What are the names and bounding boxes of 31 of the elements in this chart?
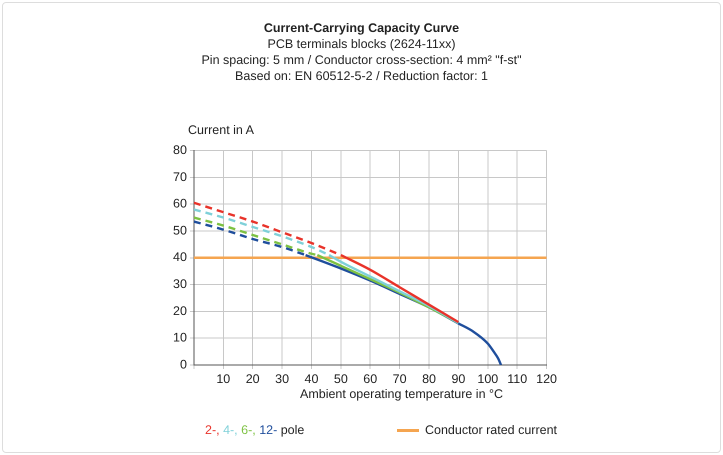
x-axis-title: Ambient operating temperature in °C [300, 387, 504, 401]
chart-subtitle: PCB terminals blocks (2624-11xx) Pin spacing: 5 mm / Conductor cross-section: 4 mm² "f-st" Based on: EN 60512-5-2 / Reduction factor: 1 [200, 36, 523, 84]
x-tick-label: 100 [477, 372, 498, 386]
x-tick-label: 20 [246, 372, 260, 386]
legend-title: pole [280, 423, 304, 437]
y-tick-label: 20 [173, 304, 187, 318]
text: 6-, [241, 423, 257, 437]
text: 2-, [205, 423, 221, 437]
x-tick-label: 80 [422, 372, 436, 386]
x-tick-label: 120 [536, 372, 558, 386]
y-tick-label: 30 [173, 277, 187, 292]
x-tick-label: 60 [363, 372, 378, 386]
y-tick-label: 70 [173, 170, 187, 184]
x-tick-label: 40 [304, 372, 318, 386]
x-tick-label: 110 [507, 372, 528, 386]
y-tick-label: 0 [180, 357, 187, 372]
y-tick-label: 80 [173, 142, 187, 157]
text: 4-, [223, 423, 239, 437]
x-tick-label: 70 [392, 372, 407, 386]
y-tick-label: 60 [173, 196, 187, 211]
y-axis-title: Current in A [188, 123, 254, 137]
y-tick-label: 10 [173, 330, 187, 345]
y-tick-label: 40 [173, 250, 187, 264]
x-tick-label: 50 [334, 372, 348, 386]
x-tick-label: 10 [216, 372, 230, 386]
x-tick-label: 30 [275, 372, 290, 386]
chart-title: Current-Carrying Capacity Curve [262, 20, 460, 36]
y-tick-label: 50 [173, 223, 187, 238]
x-tick-label: 90 [451, 372, 466, 386]
legend-label: Conductor rated current [425, 423, 558, 437]
text: 12- [259, 423, 278, 437]
